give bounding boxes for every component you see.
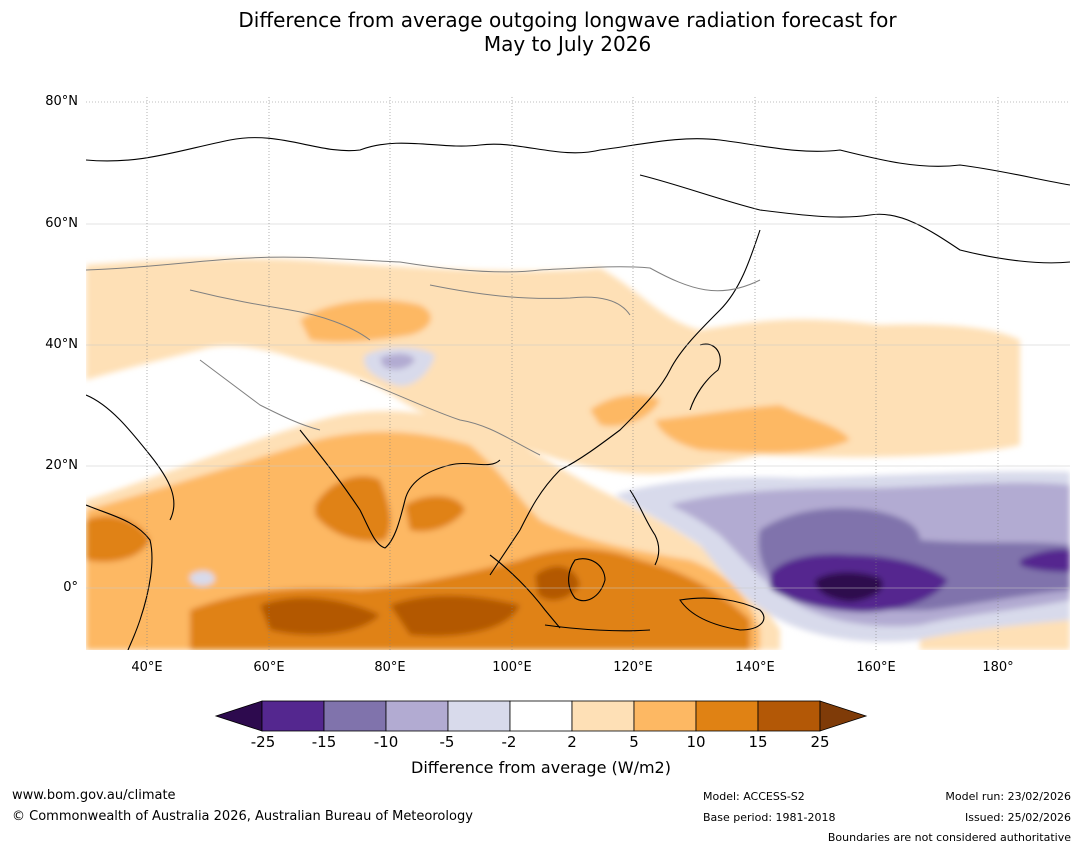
- lon-label-180: 180°: [982, 660, 1014, 675]
- anomaly-15-25-ocean-a: [260, 597, 380, 635]
- anomaly-neg-25-core: [815, 572, 883, 602]
- anomaly-15-25-ocean-b: [390, 595, 520, 637]
- lon-label-80e: 80°E: [374, 660, 406, 675]
- colorbar-tick: -2: [501, 733, 517, 751]
- anomaly-10-15-india: [315, 476, 391, 542]
- colorbar-tick: -15: [311, 733, 337, 751]
- boundary-kazakhstan: [189, 289, 371, 341]
- lat-label-80n: 80°N: [45, 94, 78, 109]
- website-link[interactable]: www.bom.gov.au/climate: [12, 788, 176, 803]
- lat-label-40n: 40°N: [45, 337, 78, 352]
- colorbar-tick: -25: [250, 733, 276, 751]
- boundaries-disclaimer: Boundaries are not considered authoritat…: [827, 831, 1071, 844]
- lat-label-0: 0°: [63, 580, 78, 595]
- colorbar-tick: -5: [439, 733, 455, 751]
- anomaly-5-10-pacific: [655, 405, 850, 453]
- colorbar-tick: 15: [748, 733, 768, 751]
- coastline-india: [299, 429, 501, 549]
- coastline-asia-east: [489, 229, 761, 576]
- colorbar-tick: 25: [810, 733, 830, 751]
- coastline-japan: [689, 343, 721, 411]
- anomaly-10-15-bay: [405, 495, 465, 532]
- base-period: Base period: 1981-2018: [703, 811, 836, 824]
- lat-label-20n: 20°N: [45, 458, 78, 473]
- anomaly-neg-africa: [190, 570, 215, 586]
- colorbar-tick: -10: [373, 733, 399, 751]
- lon-label-140e: 140°E: [735, 660, 775, 675]
- lon-label-60e: 60°E: [253, 660, 285, 675]
- coastline-sumatra: [489, 554, 561, 629]
- country-boundaries: [86, 256, 761, 456]
- lat-label-60n: 60°N: [45, 216, 78, 231]
- lon-label-40e: 40°E: [131, 660, 163, 675]
- colorbar-label: Difference from average (W/m2): [411, 758, 671, 777]
- lon-label-100e: 100°E: [492, 660, 532, 675]
- model-name: Model: ACCESS-S2: [703, 790, 805, 803]
- anomaly-5-10-china: [590, 394, 660, 427]
- gridlines: [86, 97, 1070, 650]
- coastlines: [86, 137, 1070, 650]
- anomaly-field: [86, 97, 1070, 650]
- anomaly-neg-tibet-inner: [380, 353, 415, 370]
- coastline-africa: [86, 504, 153, 650]
- coastline-borneo: [568, 558, 606, 602]
- boundary-china-south: [359, 379, 541, 456]
- coastline-siberia-east: [639, 174, 1070, 264]
- coastline-philippines: [629, 489, 660, 566]
- copyright-text: © Commonwealth of Australia 2026, Austra…: [12, 809, 473, 824]
- anomaly-10-15-west: [86, 516, 150, 562]
- lon-label-160e: 160°E: [856, 660, 896, 675]
- title-line-2: May to July 2026: [483, 32, 652, 56]
- boundary-russia-south: [86, 256, 761, 292]
- model-run-date: Model run: 23/02/2026: [945, 790, 1071, 803]
- coastline-arabia: [86, 394, 175, 521]
- issued-date: Issued: 25/02/2026: [964, 811, 1071, 824]
- colorbar-tick: 5: [629, 733, 639, 751]
- lon-label-120e: 120°E: [613, 660, 653, 675]
- title-line-1: Difference from average outgoing longwav…: [238, 8, 897, 32]
- coastline-java: [544, 624, 651, 632]
- boundary-mongolia: [429, 284, 631, 316]
- coastline-arctic: [86, 137, 1070, 186]
- coastline-new-guinea: [679, 597, 765, 631]
- chart-title: Difference from average outgoing longwav…: [0, 8, 1081, 56]
- anomaly-5-10-tibet: [300, 300, 431, 343]
- colorbar-tick: 10: [686, 733, 706, 751]
- colorbar-tick: 2: [567, 733, 577, 751]
- boundary-iran: [199, 359, 321, 431]
- anomaly-neg-15-25-east: [1020, 549, 1070, 572]
